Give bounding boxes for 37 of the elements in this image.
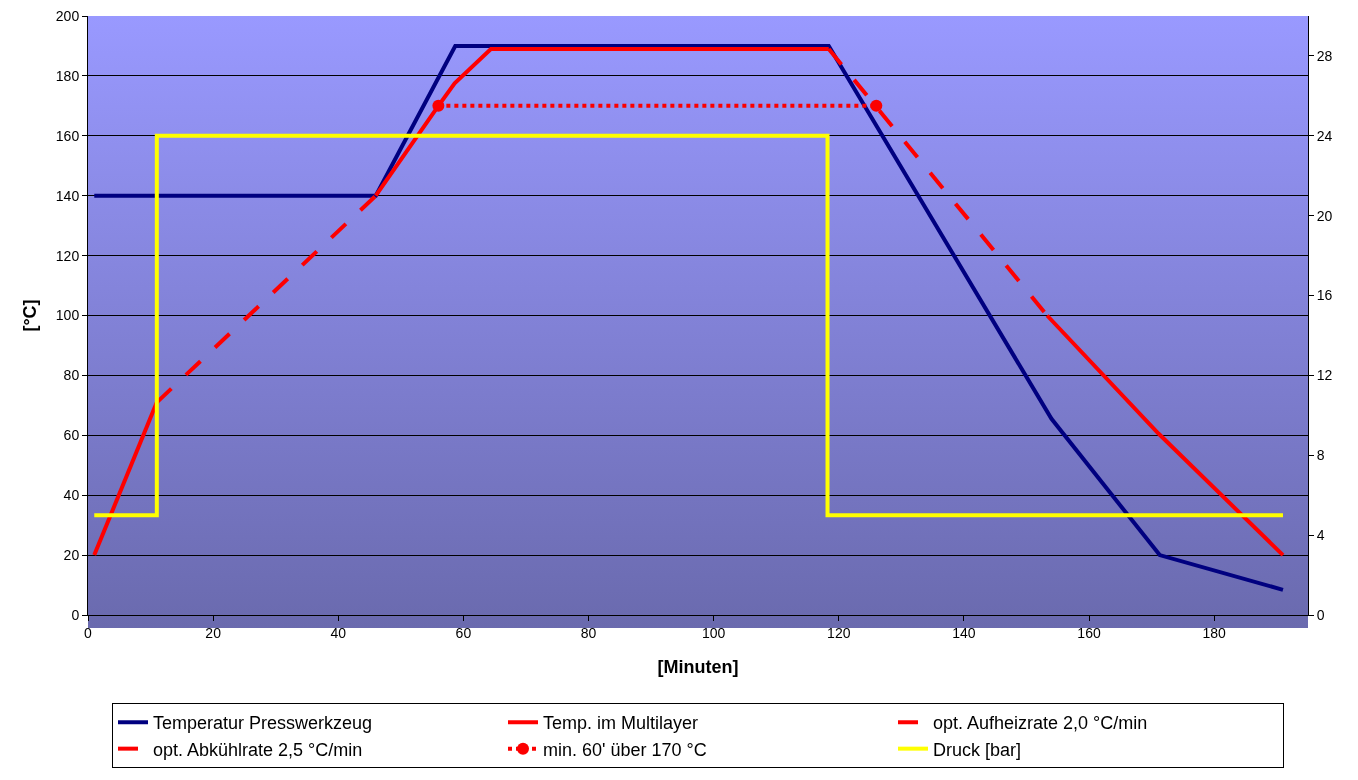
y2-tick-label: 0 xyxy=(1316,606,1325,623)
y2-tick-label: 12 xyxy=(1316,367,1333,384)
x-tick-label: 80 xyxy=(580,624,597,641)
y-tick-label: 40 xyxy=(63,487,80,504)
x-tick-label: 0 xyxy=(84,624,93,641)
x-tick-label: 180 xyxy=(1202,624,1227,641)
x-tick-label: 40 xyxy=(330,624,347,641)
legend-label: min. 60' über 170 °C xyxy=(543,739,707,760)
y-tick-label: 180 xyxy=(55,67,80,84)
y-tick-label: 140 xyxy=(55,187,80,204)
y-tick-label: 20 xyxy=(63,547,80,563)
y2-tick-label: 24 xyxy=(1316,127,1333,144)
y-tick-label: 160 xyxy=(55,127,80,144)
y-tick-label: 100 xyxy=(55,307,80,324)
x-tick-label: 20 xyxy=(205,624,222,641)
y-tick-label: 120 xyxy=(55,247,80,264)
legend-label: Temp. im Multilayer xyxy=(543,713,699,734)
y2-tick-label: 20 xyxy=(1316,207,1333,224)
y2-tick-label: 28 xyxy=(1316,47,1333,64)
legend-label: opt. Abkühlrate 2,5 °C/min xyxy=(153,739,363,760)
x-tick-label: 60 xyxy=(455,624,472,641)
y2-tick-label: 16 xyxy=(1316,287,1333,304)
x-tick-label: 100 xyxy=(701,624,726,641)
legend-label: Temperatur Presswerkzeug xyxy=(153,713,373,734)
x-axis-title: [Minuten] xyxy=(657,656,739,677)
legend-label: opt. Aufheizrate 2,0 °C/min xyxy=(933,713,1148,734)
x-tick-label: 140 xyxy=(952,624,976,641)
y-tick-label: 200 xyxy=(55,7,80,24)
y2-tick-label: 4 xyxy=(1316,527,1325,544)
y-tick-label: 60 xyxy=(63,427,80,444)
y2-tick-label: 8 xyxy=(1316,447,1325,464)
x-tick-label: 120 xyxy=(827,624,851,641)
y-tick-label: 0 xyxy=(71,606,80,623)
y-axis-title: [°C] xyxy=(20,299,41,332)
y-tick-label: 80 xyxy=(63,367,80,384)
legend-label: Druck [bar] xyxy=(933,739,1022,760)
x-tick-label: 160 xyxy=(1077,624,1101,641)
